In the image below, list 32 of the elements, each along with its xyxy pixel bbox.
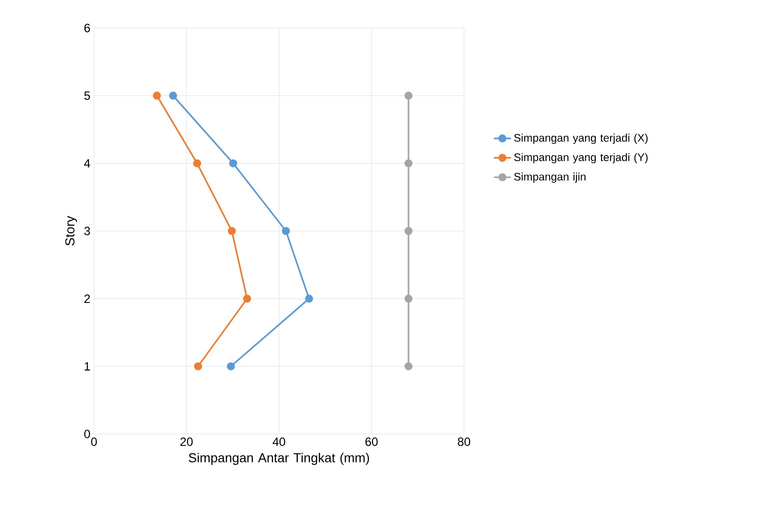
x-tick-label: 40 [272,438,286,446]
x-tick-label: 0 [91,438,97,446]
y-tick-label: 5 [84,92,90,100]
y-axis-title: Story [65,216,77,246]
y-tick-label: 2 [84,294,90,303]
x-tick-label: 80 [458,438,470,446]
x-tick-label: 60 [365,438,378,446]
y-tick-label: 1 [84,362,90,370]
point [282,227,290,235]
point [404,362,413,370]
y-tick-label: 4 [84,159,90,168]
point [243,294,252,303]
y-tick-label: 6 [84,24,90,32]
point [404,92,413,100]
point [193,159,202,168]
x-tick-label: 20 [180,438,193,446]
legend-label: Simpangan yang terjadi (Y) [514,153,648,164]
legend-label: Simpangan ijin [514,172,586,183]
legend-label: Simpangan yang terjadi (X) [514,134,648,144]
point [194,362,202,370]
point [404,294,413,303]
point [229,159,238,168]
point [169,92,178,100]
x-axis-title: Simpangan Antar Tingkat (mm) [188,452,369,465]
point [305,294,314,303]
point [226,362,235,370]
point [404,159,413,168]
point [404,227,413,235]
y-tick-label: 0 [84,430,90,438]
y-tick-label: 3 [84,226,90,236]
point [228,227,236,235]
point [152,92,161,100]
